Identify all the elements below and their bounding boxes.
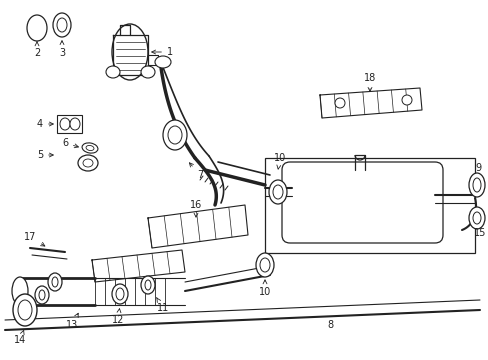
Polygon shape: [113, 35, 148, 75]
Ellipse shape: [272, 185, 283, 199]
Text: 14: 14: [14, 330, 26, 345]
Ellipse shape: [53, 13, 71, 37]
Ellipse shape: [472, 178, 480, 192]
Text: 12: 12: [112, 309, 124, 325]
Ellipse shape: [83, 159, 93, 167]
Ellipse shape: [27, 15, 47, 41]
Ellipse shape: [13, 294, 37, 326]
Text: 8: 8: [326, 320, 332, 330]
Text: 9: 9: [474, 163, 480, 173]
Text: 1: 1: [151, 47, 173, 57]
Ellipse shape: [116, 288, 124, 300]
Text: 7: 7: [189, 163, 203, 180]
Text: 17: 17: [24, 232, 45, 246]
Ellipse shape: [86, 145, 94, 150]
Text: 6: 6: [62, 138, 78, 148]
Ellipse shape: [468, 173, 484, 197]
Text: 16: 16: [189, 200, 202, 217]
Ellipse shape: [82, 143, 98, 153]
Ellipse shape: [112, 24, 148, 80]
FancyBboxPatch shape: [282, 162, 442, 243]
Text: 18: 18: [363, 73, 375, 91]
Polygon shape: [92, 250, 184, 282]
Ellipse shape: [39, 290, 45, 300]
Ellipse shape: [112, 284, 128, 304]
Ellipse shape: [472, 212, 480, 224]
Text: 10: 10: [258, 280, 270, 297]
Text: 13: 13: [66, 313, 78, 330]
Ellipse shape: [141, 276, 155, 294]
Ellipse shape: [401, 95, 411, 105]
Polygon shape: [319, 88, 421, 118]
Ellipse shape: [334, 98, 345, 108]
Ellipse shape: [52, 277, 58, 287]
Bar: [264, 158, 474, 253]
Ellipse shape: [141, 66, 155, 78]
Ellipse shape: [70, 118, 80, 130]
Ellipse shape: [256, 253, 273, 277]
Ellipse shape: [48, 273, 62, 291]
Ellipse shape: [145, 280, 151, 290]
Polygon shape: [148, 205, 247, 248]
Text: 4: 4: [37, 119, 53, 129]
Ellipse shape: [57, 18, 67, 32]
Ellipse shape: [78, 155, 98, 171]
Text: 15: 15: [473, 228, 485, 238]
Text: 2: 2: [34, 42, 40, 58]
Text: 10: 10: [273, 153, 285, 169]
Ellipse shape: [268, 180, 286, 204]
Ellipse shape: [35, 286, 49, 304]
Ellipse shape: [260, 258, 269, 272]
Ellipse shape: [468, 207, 484, 229]
Text: 5: 5: [37, 150, 53, 160]
Ellipse shape: [168, 126, 182, 144]
Bar: [57, 115, 82, 133]
Text: 11: 11: [156, 298, 169, 313]
Ellipse shape: [18, 300, 32, 320]
Ellipse shape: [155, 56, 171, 68]
Ellipse shape: [163, 120, 186, 150]
Ellipse shape: [12, 277, 28, 305]
Ellipse shape: [106, 66, 120, 78]
Text: 3: 3: [59, 41, 65, 58]
Ellipse shape: [60, 118, 70, 130]
